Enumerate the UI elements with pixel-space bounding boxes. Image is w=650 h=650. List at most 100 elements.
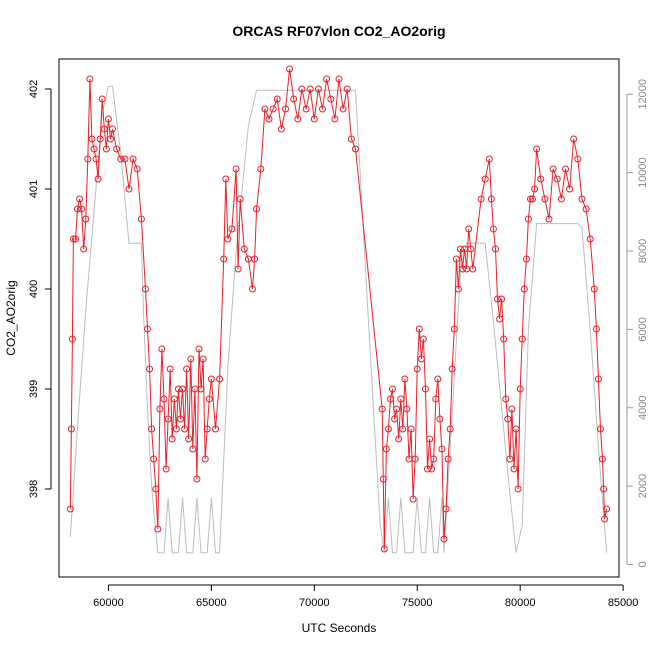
co2-point: [467, 245, 475, 253]
co2-point: [94, 175, 102, 183]
co2-point: [417, 355, 425, 363]
altitude-line: [69, 85, 608, 554]
co2-point: [603, 505, 611, 513]
x-tick-label: 75000: [402, 597, 433, 609]
co2-point: [150, 455, 158, 463]
co2-point: [269, 105, 277, 113]
co2-point: [590, 285, 598, 293]
co2-point: [323, 75, 331, 83]
co2-point: [537, 175, 545, 183]
co2-point: [164, 415, 172, 423]
co2-point: [166, 365, 174, 373]
co2-point: [508, 405, 516, 413]
co2-point: [599, 455, 606, 463]
x-tick-label: 80000: [505, 597, 536, 609]
co2-point: [142, 285, 149, 293]
co2-point: [434, 375, 442, 383]
co2-point: [393, 405, 401, 413]
co2-point: [133, 165, 141, 173]
y2-tick-label: 10000: [637, 157, 649, 188]
co2-point: [432, 395, 440, 403]
co2-point: [347, 135, 355, 143]
co2-point: [282, 105, 289, 113]
co2-point: [428, 465, 436, 473]
co2-point: [224, 235, 232, 243]
co2-point: [286, 65, 294, 73]
co2-point: [72, 235, 79, 243]
co2-point: [518, 335, 526, 343]
co2-point: [189, 445, 197, 453]
co2-point: [137, 215, 145, 223]
co2-point: [395, 435, 403, 443]
co2-point: [253, 205, 261, 213]
y-tick-label: 399: [28, 380, 40, 398]
co2-point: [117, 155, 125, 163]
co2-point: [98, 95, 106, 103]
co2-point: [594, 375, 602, 383]
co2-point: [261, 105, 269, 113]
altitude-series: [69, 85, 608, 554]
y-tick-label: 401: [28, 180, 40, 198]
co2-point: [121, 155, 129, 163]
co2-point: [600, 485, 608, 493]
x-tick-label: 85000: [608, 597, 639, 609]
co2-point: [352, 145, 359, 153]
co2-point: [331, 115, 339, 123]
co2-point: [557, 195, 565, 203]
co2-point: [298, 85, 306, 93]
co2-point: [343, 85, 351, 93]
co2-point: [335, 75, 343, 83]
co2-point: [465, 225, 473, 233]
co2-point: [232, 165, 240, 173]
y-axis-left: 398 399 400 401 402: [28, 80, 52, 498]
co2-point: [144, 325, 151, 333]
co2-point: [500, 335, 508, 343]
co2-point: [216, 375, 224, 383]
co2-point: [109, 125, 116, 133]
co2-point: [69, 235, 77, 243]
y2-tick-label: 0: [637, 561, 649, 567]
y-tick-label: 402: [28, 80, 40, 98]
co2-point: [193, 475, 201, 483]
co2-line: [69, 68, 608, 550]
co2-point: [86, 75, 94, 83]
co2-point: [66, 505, 74, 513]
co2-point: [419, 335, 427, 343]
co2-point: [310, 115, 318, 123]
co2-point: [485, 155, 493, 163]
co2-point: [339, 105, 347, 113]
co2-point: [92, 155, 100, 163]
co2-point: [201, 455, 209, 463]
co2-point: [553, 175, 561, 183]
co2-point: [162, 465, 170, 473]
co2-point: [409, 495, 417, 503]
co2-point: [520, 285, 528, 293]
co2-point: [205, 395, 213, 403]
co2-point: [203, 425, 211, 433]
co2-point: [96, 135, 104, 143]
co2-point: [570, 135, 578, 143]
co2-point: [100, 125, 108, 133]
co2-point: [382, 445, 390, 453]
co2-point: [158, 345, 166, 353]
co2-point: [179, 385, 186, 393]
co2-point: [125, 185, 133, 193]
co2-point: [452, 255, 460, 263]
co2-point: [154, 525, 162, 533]
co2-point: [104, 115, 112, 123]
co2-point: [582, 205, 590, 213]
co2-point: [446, 425, 454, 433]
co2-point: [601, 515, 609, 523]
co2-point: [174, 385, 182, 393]
co2-point: [378, 405, 386, 413]
co2-point: [257, 165, 265, 173]
co2-point: [302, 105, 310, 113]
co2-point: [148, 425, 156, 433]
co2-point: [84, 155, 92, 163]
co2-point: [277, 125, 285, 133]
co2-series: [66, 65, 611, 553]
co2-point: [172, 425, 180, 433]
co2-point: [481, 175, 489, 183]
co2-point: [228, 225, 236, 233]
co2-point: [424, 465, 431, 473]
